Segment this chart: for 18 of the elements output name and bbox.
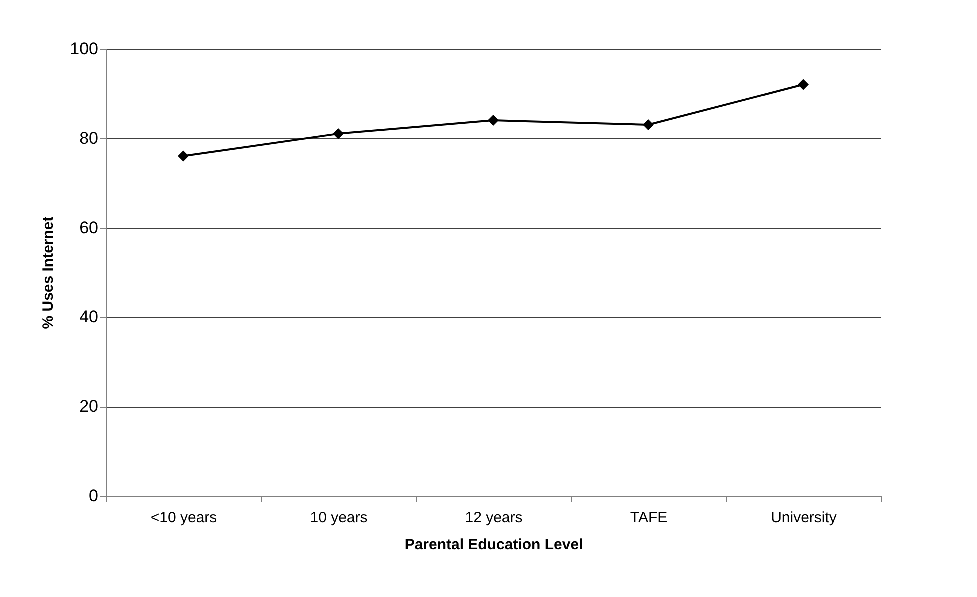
y-tick-label: 40 (80, 308, 98, 327)
y-tick-label: 100 (70, 40, 98, 58)
point (178, 150, 189, 162)
x-tick-label: <10 years (150, 510, 218, 526)
y-axis-title: % Uses Internet (40, 216, 58, 330)
x-tick-label: TAFE (630, 510, 668, 526)
point (488, 115, 499, 126)
x-tick-label: University (771, 510, 838, 526)
y-tick-label: 60 (80, 218, 98, 238)
point (798, 79, 809, 90)
x-tick-label: 12 years (465, 510, 523, 526)
x-tick-label: 10 years (310, 510, 368, 526)
point (333, 128, 344, 140)
y-tick-label: 20 (80, 397, 98, 416)
y-tick-label: 0 (89, 486, 98, 506)
y-tick-label: 80 (80, 128, 98, 148)
x-axis-title: Parental Education Level (404, 536, 584, 554)
point (643, 120, 654, 130)
